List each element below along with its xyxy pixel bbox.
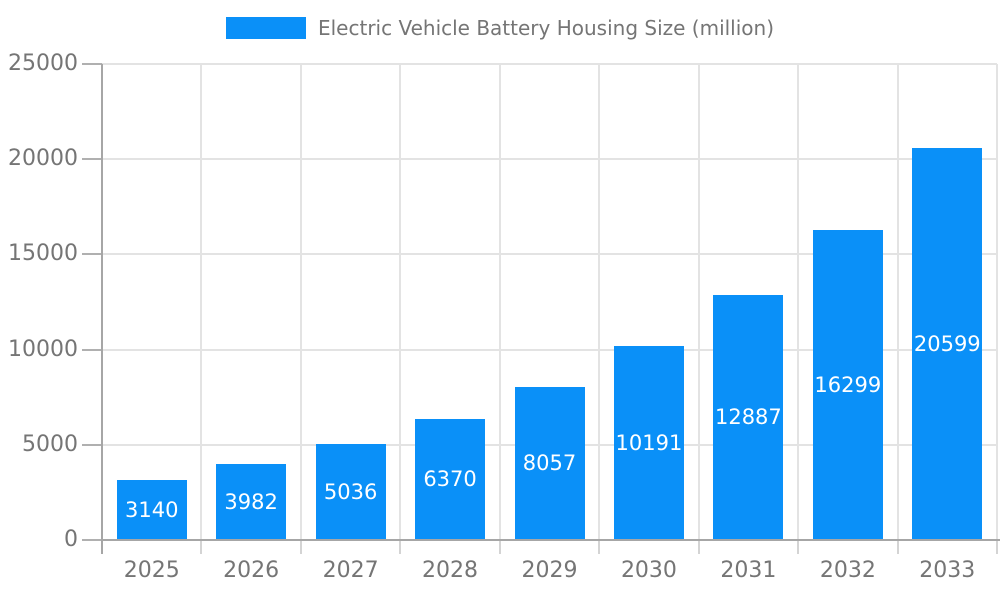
x-axis-tick (598, 540, 601, 554)
x-axis-tick-label: 2026 (223, 558, 280, 583)
y-axis-tick (82, 443, 102, 446)
x-axis-tick-label: 2027 (322, 558, 379, 583)
x-axis-tick (896, 540, 899, 554)
bar[interactable] (415, 418, 486, 540)
bar[interactable] (912, 147, 983, 540)
y-axis-tick-label: 25000 (8, 51, 78, 76)
bar[interactable] (812, 229, 883, 540)
x-axis-line (101, 539, 1000, 541)
gridline-vertical (498, 64, 501, 540)
gridline-horizontal (102, 63, 997, 65)
x-axis-tick (399, 540, 402, 554)
bar[interactable] (315, 444, 386, 540)
x-axis-tick (797, 540, 800, 554)
gridline-vertical (797, 64, 800, 540)
legend-label: Electric Vehicle Battery Housing Size (m… (317, 16, 775, 40)
x-axis-tick (498, 540, 501, 554)
y-axis-tick-label: 5000 (22, 431, 78, 457)
y-axis-line (101, 64, 103, 554)
x-axis-tick-label: 2032 (819, 558, 876, 583)
x-axis-tick (697, 540, 700, 554)
gridline-vertical (200, 64, 203, 540)
gridline-vertical (996, 64, 998, 540)
y-axis-tick-label: 20000 (8, 146, 78, 172)
bar[interactable] (613, 345, 684, 540)
y-axis-tick (82, 158, 102, 161)
x-axis-tick (996, 540, 998, 554)
bar[interactable] (216, 464, 287, 540)
y-axis-tick (82, 539, 102, 541)
legend-swatch-icon (225, 17, 306, 39)
y-axis-tick (82, 253, 102, 256)
x-axis-tick (299, 540, 302, 554)
gridline-horizontal (102, 348, 997, 351)
y-axis-tick-label: 10000 (8, 336, 78, 362)
gridline-vertical (697, 64, 700, 540)
x-axis-tick-label: 2033 (919, 558, 976, 583)
x-axis-tick-label: 2029 (521, 558, 578, 583)
gridline-vertical (896, 64, 899, 540)
bar[interactable] (713, 294, 784, 540)
gridline-vertical (399, 64, 402, 540)
gridline-vertical (598, 64, 601, 540)
x-axis-tick-label: 2031 (720, 558, 777, 583)
y-axis-tick-label: 0 (64, 527, 78, 552)
gridline-vertical (299, 64, 302, 540)
y-axis-tick-label: 15000 (8, 241, 78, 267)
x-axis-tick-label: 2025 (123, 558, 180, 583)
x-axis-tick (200, 540, 203, 554)
y-axis-tick (82, 63, 102, 65)
x-axis-tick-label: 2030 (620, 558, 677, 583)
bar[interactable] (514, 386, 585, 540)
gridline-horizontal (102, 253, 997, 256)
gridline-horizontal (102, 158, 997, 161)
legend[interactable]: Electric Vehicle Battery Housing Size (m… (0, 16, 1000, 40)
bar[interactable] (116, 480, 187, 540)
x-axis-tick-label: 2028 (422, 558, 479, 583)
y-axis-tick (82, 348, 102, 351)
